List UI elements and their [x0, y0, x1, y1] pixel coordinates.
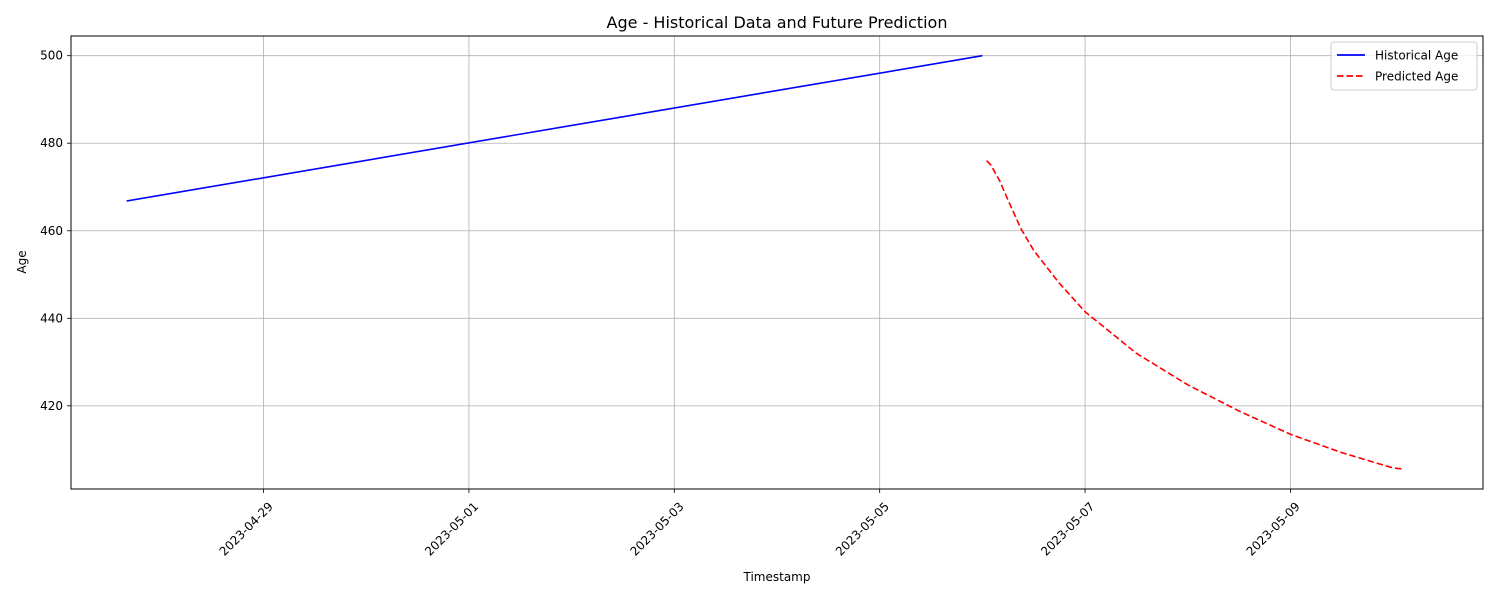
legend-label-predicted: Predicted Age [1375, 70, 1458, 84]
y-tick-label: 460 [40, 224, 63, 238]
grid-lines [71, 36, 1483, 489]
y-tick-label: 440 [40, 311, 63, 325]
legend-box [1330, 41, 1478, 91]
y-tick-label: 420 [40, 399, 63, 413]
legend-label-historical: Historical Age [1375, 49, 1458, 63]
y-tick-label: 480 [40, 136, 63, 150]
chart-title: Age - Historical Data and Future Predict… [607, 13, 948, 32]
y-tick-label: 500 [40, 49, 63, 63]
legend: Historical Age Predicted Age [1330, 41, 1478, 91]
series-layer [126, 54, 1402, 470]
series-line-historical [126, 54, 983, 202]
x-axis-title: Timestamp [743, 570, 811, 584]
plot-frame [70, 35, 1484, 490]
y-axis: 420 440 460 480 500 [40, 49, 71, 413]
y-axis-title: Age [15, 250, 29, 273]
series-line-predicted [986, 160, 1402, 470]
